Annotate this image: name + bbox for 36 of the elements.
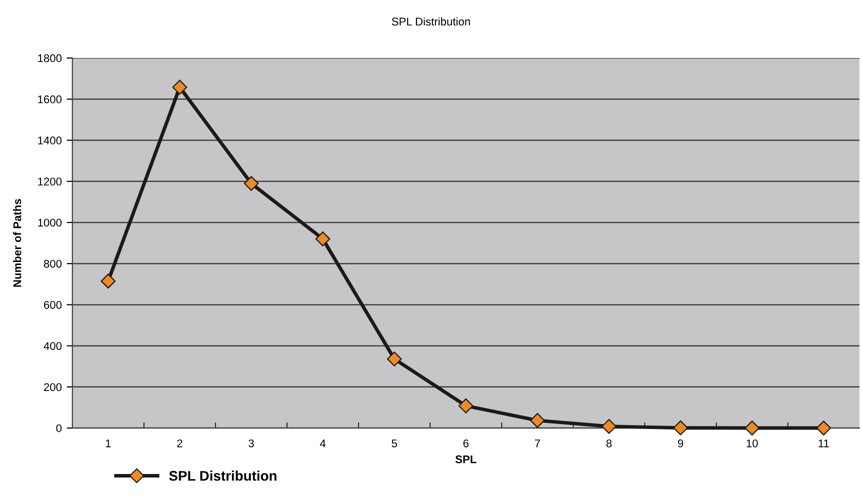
point [244, 176, 259, 191]
x-tick-label: 6 [463, 439, 469, 448]
x-tick-label: 7 [534, 440, 540, 448]
y-tick-label: 400 [44, 342, 62, 350]
x-tick-label: 2 [177, 439, 182, 448]
x-tick-label: 10 [746, 439, 758, 448]
y-axis-title: Number of Paths [13, 199, 22, 287]
x-axis-title: SPL [455, 455, 476, 464]
x-tick-label: 3 [248, 439, 254, 448]
point [602, 418, 616, 434]
x-tick-label: 5 [392, 440, 397, 448]
x-tick-label: 1 [106, 440, 111, 448]
point [530, 413, 545, 428]
chart-title: SPL Distribution [392, 17, 470, 26]
y-tick-label: 1800 [38, 54, 62, 62]
point [744, 420, 760, 436]
point [386, 352, 402, 366]
y-tick-label: 1600 [38, 95, 62, 104]
point [100, 274, 116, 288]
y-tick-label: 600 [44, 300, 62, 309]
x-tick-label: 11 [818, 440, 829, 448]
y-tick-label: 0 [56, 424, 62, 432]
x-tick-label: 4 [320, 440, 326, 448]
legend-label: SPL Distribution [169, 470, 276, 481]
point [315, 232, 330, 246]
point [458, 398, 474, 414]
point [172, 80, 188, 95]
x-tick-label: 9 [678, 439, 684, 448]
y-tick-label: 200 [44, 383, 62, 392]
point [673, 420, 688, 436]
y-tick-label: 1000 [38, 218, 62, 227]
point [816, 420, 832, 436]
y-tick-label: 800 [44, 260, 62, 268]
x-tick-label: 8 [606, 439, 612, 448]
y-tick-label: 1400 [38, 136, 62, 144]
y-tick-label: 1200 [38, 178, 62, 186]
